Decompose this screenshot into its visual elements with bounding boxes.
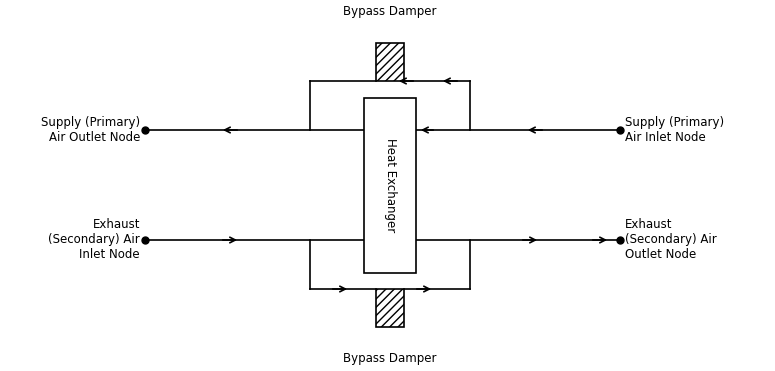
Text: Heat Exchanger: Heat Exchanger <box>384 138 397 232</box>
Bar <box>364 98 416 273</box>
Bar <box>376 289 404 327</box>
Text: Exhaust
(Secondary) Air
Inlet Node: Exhaust (Secondary) Air Inlet Node <box>48 219 140 262</box>
Text: Bypass Damper: Bypass Damper <box>343 352 437 365</box>
Bar <box>376 43 404 81</box>
Text: Bypass Damper: Bypass Damper <box>343 5 437 18</box>
Text: Exhaust
(Secondary) Air
Outlet Node: Exhaust (Secondary) Air Outlet Node <box>625 219 717 262</box>
Text: Supply (Primary)
Air Outlet Node: Supply (Primary) Air Outlet Node <box>41 116 140 144</box>
Text: Supply (Primary)
Air Inlet Node: Supply (Primary) Air Inlet Node <box>625 116 724 144</box>
